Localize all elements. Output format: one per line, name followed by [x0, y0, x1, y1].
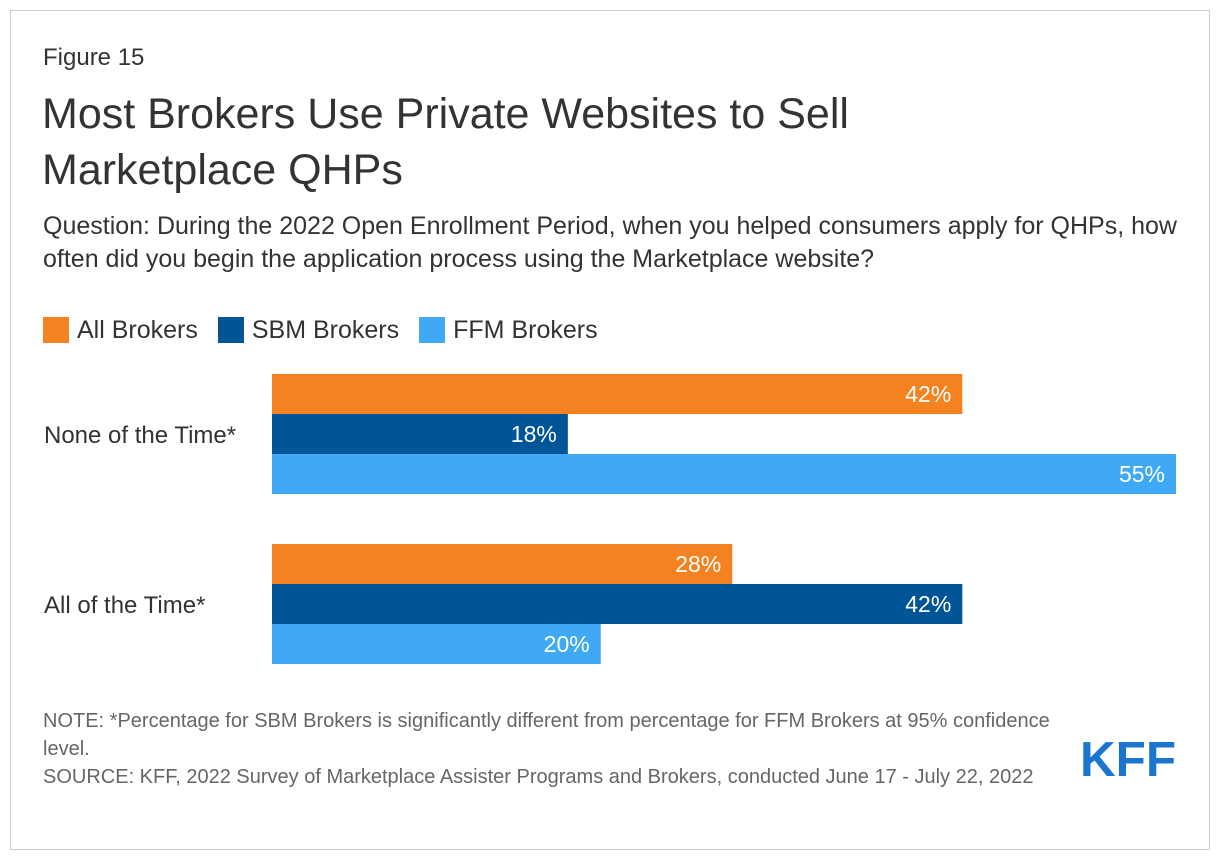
- bar-value-label: 55%: [1119, 461, 1165, 487]
- bar: [272, 544, 733, 584]
- bar-value-label: 18%: [511, 421, 557, 447]
- legend-label-ffm-brokers: FFM Brokers: [453, 315, 598, 344]
- chart-title: Most Brokers Use Private Websites to Sel…: [42, 90, 849, 194]
- legend-swatch-ffm-brokers: [419, 317, 446, 343]
- bar: [272, 374, 963, 414]
- bar: [272, 414, 568, 454]
- bar: [272, 584, 963, 624]
- bar-value-label: 28%: [675, 551, 721, 577]
- bar-value-label: 20%: [544, 631, 590, 657]
- bar-value-label: 42%: [905, 591, 951, 617]
- bar-value-label: 42%: [905, 381, 951, 407]
- kff-logo: KFF: [1080, 736, 1176, 780]
- note-text: NOTE: *Percentage for SBM Brokers is sig…: [43, 710, 1050, 760]
- legend-item-sbm-brokers: SBM Brokers: [217, 315, 400, 345]
- chart-legend: All Brokers SBM Brokers FFM Brokers: [43, 314, 618, 346]
- bar-chart: None of the Time* 42% 18% 55% All of the Tim…: [44, 374, 1176, 664]
- chart-notes: NOTE: *Percentage for SBM Brokers is sig…: [43, 707, 1053, 791]
- figure-label: Figure 15: [43, 44, 145, 71]
- chart-subtitle: Question: During the 2022 Open Enrollmen…: [43, 212, 1177, 273]
- category-label: All of the Time*: [44, 592, 205, 619]
- legend-label-all-brokers: All Brokers: [77, 315, 198, 344]
- source-text: SOURCE: KFF, 2022 Survey of Marketplace …: [43, 766, 1034, 788]
- legend-swatch-sbm-brokers: [217, 317, 244, 343]
- legend-item-ffm-brokers: FFM Brokers: [419, 315, 598, 345]
- category-label: None of the Time*: [44, 422, 236, 449]
- legend-item-all-brokers: All Brokers: [43, 316, 198, 345]
- legend-label-sbm-brokers: SBM Brokers: [251, 315, 400, 344]
- bar: [272, 624, 601, 664]
- figure-frame: [10, 10, 1210, 850]
- legend-swatch-all-brokers: [43, 317, 69, 343]
- bar: [272, 454, 1176, 494]
- kff-logo-text: KFF: [1080, 736, 1176, 780]
